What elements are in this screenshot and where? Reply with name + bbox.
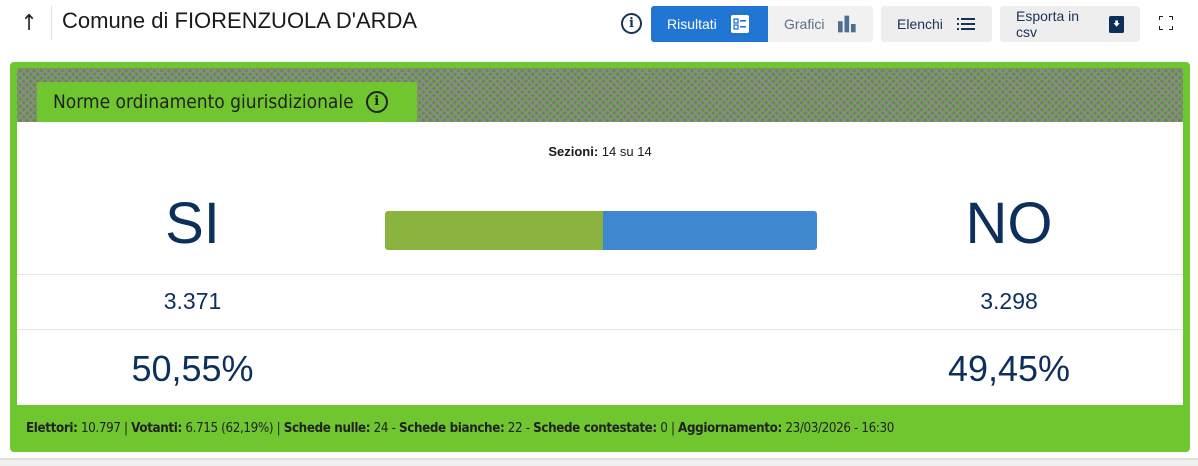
summary-footer: Elettori: 10.797 | Votanti: 6.715 (62,19…	[26, 421, 895, 436]
no-bar-segment	[603, 211, 817, 250]
voters-label: Votanti:	[131, 421, 182, 436]
divider	[368, 329, 835, 330]
results-button[interactable]: Risultati	[651, 6, 768, 42]
divider	[51, 6, 52, 40]
charts-label: Grafici	[784, 16, 825, 32]
blank-label: Schede bianche:	[398, 421, 505, 436]
divider	[17, 329, 368, 330]
toolbar: ↑ Comune di FIORENZUOLA D'ARDA i Risulta…	[0, 0, 1198, 50]
yes-label: SI	[165, 191, 220, 256]
no-votes: 3.298	[980, 288, 1038, 314]
fullscreen-icon[interactable]	[1159, 16, 1173, 30]
divider	[835, 329, 1183, 330]
no-column: NO 3.298 49,45%	[835, 122, 1183, 405]
info-icon[interactable]: i	[365, 91, 388, 113]
divider	[17, 274, 368, 275]
null-value: 24	[373, 421, 389, 436]
charts-button[interactable]: Grafici	[768, 6, 873, 42]
sections-label: Sezioni:	[548, 144, 599, 159]
sections-value: 14 su 14	[601, 144, 652, 159]
divider	[835, 274, 1183, 275]
info-icon[interactable]: i	[621, 13, 642, 34]
no-percent: 49,45%	[947, 348, 1071, 389]
question-title: Norme ordinamento giurisdizionale	[53, 91, 354, 113]
lists-label: Elenchi	[897, 16, 943, 32]
results-label: Risultati	[667, 16, 717, 32]
page-bottom-border	[0, 458, 1198, 466]
referendum-panel: Norme ordinamento giurisdizionale i Sezi…	[10, 62, 1190, 452]
export-label: Esporta in csv	[1016, 8, 1080, 40]
results-body: Sezioni: 14 su 14 SI 3.371 50,55% NO 3.2…	[17, 122, 1183, 405]
updated-value: 23/03/2026 - 16:30	[785, 421, 895, 436]
page-title: Comune di FIORENZUOLA D'ARDA	[62, 8, 418, 33]
yes-column: SI 3.371 50,55%	[17, 122, 368, 405]
panel-header: Norme ordinamento giurisdizionale i	[17, 68, 1183, 122]
divider	[368, 274, 835, 275]
bar-column	[368, 122, 835, 405]
lists-button[interactable]: Elenchi	[881, 6, 992, 42]
question-title-box: Norme ordinamento giurisdizionale i	[37, 82, 417, 122]
yes-percent: 50,55%	[131, 348, 254, 389]
yes-votes: 3.371	[163, 288, 222, 314]
bar-chart-icon	[838, 15, 857, 33]
export-csv-button[interactable]: Esporta in csv	[1000, 6, 1140, 42]
download-box-icon	[1108, 15, 1124, 33]
voters-value: 6.715 (62,19%)	[185, 421, 274, 436]
list-view-icon	[730, 15, 749, 33]
contested-value: 0	[660, 421, 668, 436]
sections-count: Sezioni: 14 su 14	[17, 144, 1183, 159]
list-icon	[956, 18, 975, 30]
no-label: NO	[965, 191, 1053, 256]
electors-label: Elettori:	[26, 421, 78, 436]
updated-label: Aggiornamento:	[678, 421, 782, 436]
result-bar	[385, 211, 817, 250]
electors-value: 10.797	[80, 421, 121, 436]
yes-bar-segment	[385, 211, 604, 250]
back-arrow-icon[interactable]: ↑	[20, 11, 38, 36]
null-label: Schede nulle:	[283, 421, 371, 436]
contested-label: Schede contestate:	[533, 421, 657, 436]
blank-value: 22	[507, 421, 523, 436]
